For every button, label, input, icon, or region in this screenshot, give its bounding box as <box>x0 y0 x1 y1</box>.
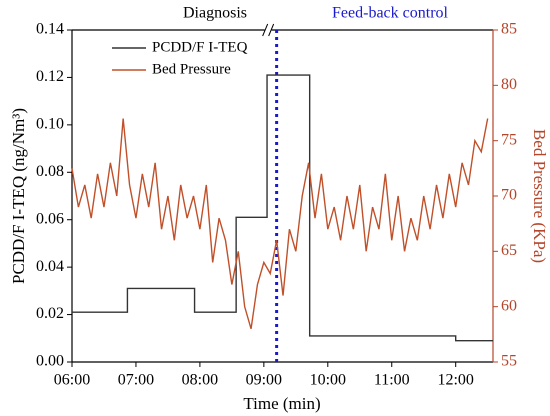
x-tick-label: 12:00 <box>437 372 473 389</box>
y-tick-label: 0.12 <box>36 68 64 85</box>
axis-break-gap <box>264 26 272 34</box>
y-tick-label: 0.02 <box>36 305 64 322</box>
series-line <box>71 118 489 329</box>
y-tick-label: 0.10 <box>36 116 64 133</box>
x-tick-label: 06:00 <box>54 372 90 389</box>
x-tick-label: 10:00 <box>310 372 346 389</box>
y-tick-label: 0.00 <box>36 353 64 370</box>
y2-tick-label: 65 <box>501 242 517 259</box>
x-tick-label: 09:00 <box>246 372 282 389</box>
series-line <box>72 74 493 342</box>
legend-label: Bed Pressure <box>152 61 231 77</box>
y2-tick-label: 60 <box>501 297 517 314</box>
y2-tick-label: 80 <box>501 76 517 93</box>
axis-break <box>262 23 269 37</box>
y2-tick-label: 55 <box>501 353 517 370</box>
legend-label: PCDD/F I-TEQ <box>152 39 248 55</box>
y-axis-label: PCDD/F I-TEQ (ng/Nm³) <box>9 108 28 284</box>
y-tick-label: 0.06 <box>36 210 64 227</box>
y2-axis-label: Bed Pressure (KPa) <box>530 129 549 263</box>
y2-tick-label: 75 <box>501 131 517 148</box>
y2-tick-label: 70 <box>501 187 517 204</box>
x-axis-label: Time (min) <box>243 394 320 413</box>
y2-tick-label: 85 <box>501 21 517 38</box>
annotation: Feed-back control <box>332 5 449 22</box>
x-tick-label: 07:00 <box>118 372 154 389</box>
y-tick-label: 0.04 <box>36 258 64 275</box>
x-tick-label: 11:00 <box>374 372 410 389</box>
x-tick-label: 08:00 <box>182 372 218 389</box>
axis-break <box>268 23 275 37</box>
y-tick-label: 0.14 <box>36 21 64 38</box>
annotation: Diagnosis <box>183 5 247 22</box>
y-tick-label: 0.08 <box>36 163 64 180</box>
